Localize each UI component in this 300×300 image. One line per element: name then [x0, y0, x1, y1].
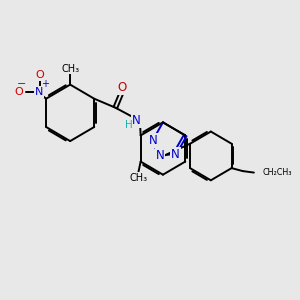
Text: −: −: [17, 80, 26, 89]
Text: N: N: [171, 148, 180, 161]
Text: N: N: [35, 87, 43, 97]
Text: N: N: [132, 114, 141, 127]
Text: +: +: [40, 79, 49, 89]
Text: O: O: [35, 70, 44, 80]
Text: O: O: [15, 87, 23, 97]
Text: N: N: [148, 134, 158, 147]
Text: N: N: [155, 149, 164, 162]
Text: CH₃: CH₃: [129, 173, 147, 183]
Text: H: H: [125, 121, 133, 130]
Text: O: O: [118, 81, 127, 94]
Text: CH₃: CH₃: [61, 64, 79, 74]
Text: CH₂CH₃: CH₂CH₃: [262, 168, 292, 177]
